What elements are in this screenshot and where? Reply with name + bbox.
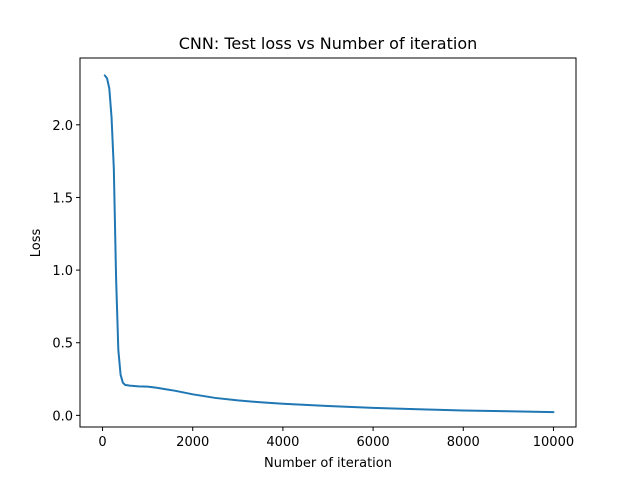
plot-area [79,57,577,428]
y-tick-label: 2.0 [52,119,73,134]
y-axis-ticks: 0.0 0.5 1.0 1.5 2.0 [52,119,80,424]
x-tick-label: 6000 [357,435,390,450]
loss-series-line [103,74,555,414]
line-layer [103,74,555,414]
x-tick-label: 8000 [447,435,480,450]
y-tick-label: 0.0 [52,409,73,424]
y-tick-label: 1.0 [52,264,73,279]
y-tick-label: 1.5 [52,191,73,206]
x-tick-label: 10000 [533,435,574,450]
axes-frame [79,57,577,428]
x-axis-label: Number of iteration [264,456,392,471]
y-axis-label: Loss [29,229,44,258]
x-tick-label: 2000 [176,435,209,450]
x-axis-ticks: 0 2000 4000 6000 8000 10000 [98,427,574,450]
x-tick-label: 0 [98,435,106,450]
chart-title: CNN: Test loss vs Number of iteration [179,34,478,53]
x-tick-label: 4000 [266,435,299,450]
y-tick-label: 0.5 [52,337,73,352]
